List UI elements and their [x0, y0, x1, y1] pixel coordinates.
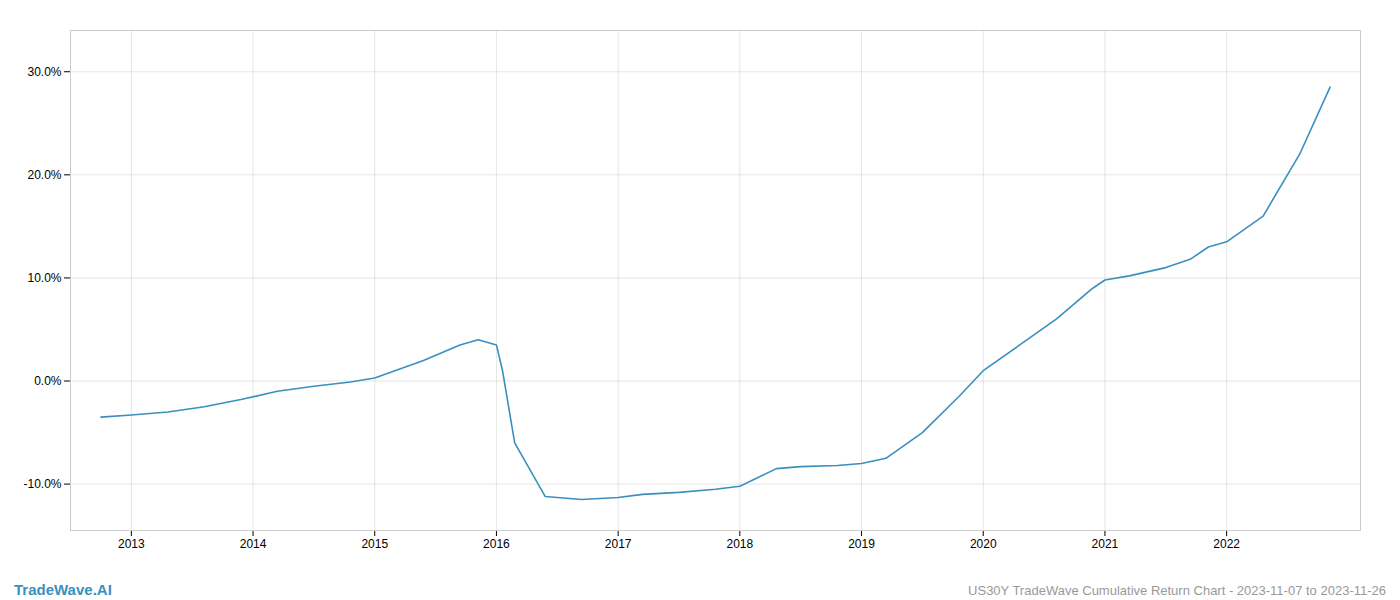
svg-text:2016: 2016: [483, 537, 510, 551]
svg-text:-10.0%: -10.0%: [23, 477, 61, 491]
svg-text:2014: 2014: [240, 537, 267, 551]
svg-text:2020: 2020: [970, 537, 997, 551]
html-text:TradeWave.AI: TradeWave.AI: [14, 581, 112, 598]
svg-text:2013: 2013: [118, 537, 145, 551]
svg-text:20.0%: 20.0%: [27, 168, 61, 182]
svg-text:10.0%: 10.0%: [27, 271, 61, 285]
svg-text:2018: 2018: [726, 537, 753, 551]
svg-text:30.0%: 30.0%: [27, 65, 61, 79]
svg-text:2015: 2015: [361, 537, 388, 551]
svg-text:2022: 2022: [1213, 537, 1240, 551]
svg-text:2019: 2019: [848, 537, 875, 551]
html-text:US30Y TradeWave Cumulative Ret: US30Y TradeWave Cumulative Return Chart …: [968, 583, 1386, 598]
svg-text:2021: 2021: [1092, 537, 1119, 551]
svg-text:2017: 2017: [605, 537, 632, 551]
svg-text:0.0%: 0.0%: [34, 374, 62, 388]
